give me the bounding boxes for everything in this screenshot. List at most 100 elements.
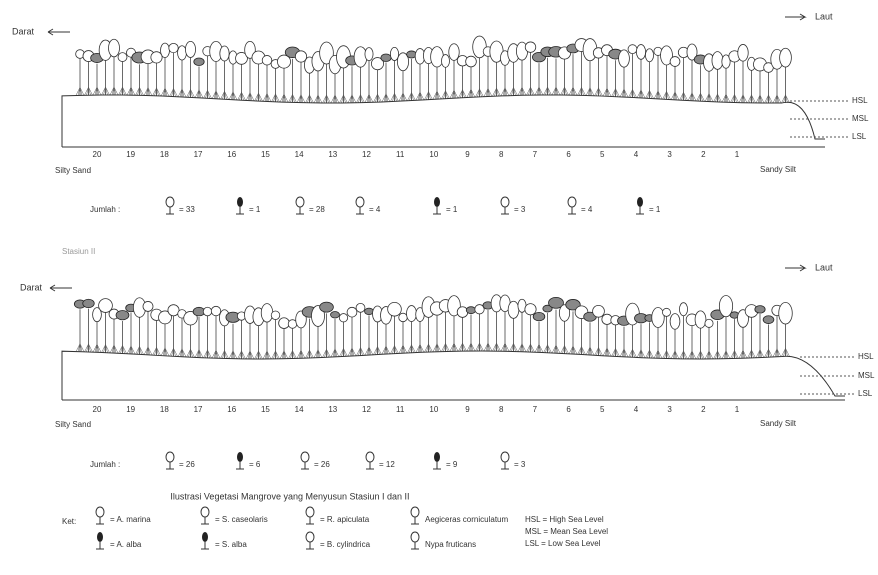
root (293, 351, 297, 359)
root (471, 89, 475, 97)
root (136, 346, 140, 354)
root (148, 347, 152, 355)
crown (271, 311, 280, 320)
root (586, 88, 590, 96)
root (718, 94, 722, 102)
crown (279, 318, 290, 329)
icon (237, 452, 243, 462)
root (386, 94, 390, 102)
crown (695, 311, 706, 328)
root (735, 95, 739, 103)
root (335, 95, 339, 103)
legend-level: LSL = Low Sea Level (525, 539, 601, 548)
root (310, 95, 314, 103)
sea-label: Laut (815, 262, 833, 272)
root (442, 343, 446, 351)
root (777, 349, 781, 357)
root (527, 87, 531, 95)
root (412, 93, 416, 101)
root (777, 95, 781, 103)
root (153, 88, 157, 96)
crown (441, 55, 449, 68)
root (501, 88, 505, 96)
root (773, 349, 777, 357)
root (471, 343, 475, 351)
crown (670, 57, 680, 67)
root (633, 349, 637, 357)
count-value: = 9 (446, 460, 458, 469)
root (93, 344, 97, 352)
root (250, 351, 254, 359)
root (743, 95, 747, 103)
legend-species: = R. apiculata (320, 515, 370, 524)
root (692, 93, 696, 101)
root (569, 87, 573, 95)
distance-label: 14 (295, 405, 304, 414)
root (204, 90, 208, 98)
root (395, 346, 399, 354)
root (463, 90, 467, 98)
crown (320, 302, 334, 312)
root (255, 93, 259, 101)
root (136, 87, 140, 95)
distance-label: 13 (328, 150, 337, 159)
root (93, 87, 97, 95)
land-arrow (48, 29, 70, 35)
root (119, 87, 123, 95)
crown (593, 305, 605, 317)
root (327, 349, 331, 357)
root (178, 89, 182, 97)
root (144, 88, 148, 96)
root (110, 87, 114, 95)
root (556, 345, 560, 353)
root (765, 95, 769, 103)
icon (96, 507, 104, 517)
root (624, 89, 628, 97)
root (641, 90, 645, 98)
root (748, 350, 752, 358)
root (212, 91, 216, 99)
root (454, 343, 458, 351)
root (420, 344, 424, 352)
level-label: LSL (852, 132, 867, 141)
distance-label: 14 (295, 150, 304, 159)
icon (637, 197, 643, 207)
root (667, 91, 671, 99)
crown (381, 54, 391, 62)
root (259, 93, 263, 101)
root (97, 87, 101, 95)
root (599, 88, 603, 96)
root (199, 90, 203, 98)
crown (628, 45, 637, 54)
root (527, 344, 531, 352)
root (531, 344, 535, 352)
root (161, 348, 165, 356)
distance-label: 6 (566, 405, 571, 414)
root (433, 91, 437, 99)
root (429, 344, 433, 352)
root (705, 94, 709, 102)
legend-species: = B. cylindrica (320, 540, 371, 549)
crown (466, 307, 476, 314)
crown (83, 299, 95, 307)
root (505, 88, 509, 96)
root (607, 348, 611, 356)
root (599, 347, 603, 355)
icon (411, 532, 419, 542)
distance-label: 3 (667, 150, 672, 159)
root (493, 88, 497, 96)
root (208, 350, 212, 358)
distance-label: 4 (634, 150, 639, 159)
root (352, 348, 356, 356)
root (284, 94, 288, 102)
root (216, 350, 220, 358)
root (344, 95, 348, 103)
count-value: = 1 (649, 205, 661, 214)
root (535, 87, 539, 95)
legend-species: = A. alba (110, 540, 142, 549)
root (323, 95, 327, 103)
root (709, 94, 713, 102)
root (242, 92, 246, 100)
root (165, 348, 169, 356)
crown (388, 302, 402, 316)
